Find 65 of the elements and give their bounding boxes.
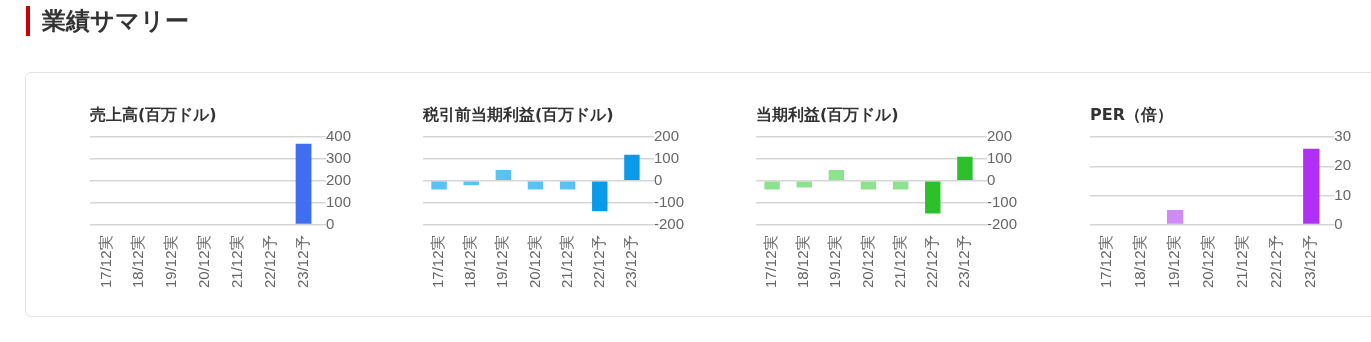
y-tick-label: 100 — [325, 192, 351, 210]
bar — [796, 181, 812, 188]
x-tick-label: 17/12実 — [1097, 235, 1115, 289]
x-tick-label: 22/12予 — [1267, 235, 1285, 289]
bar — [957, 156, 973, 181]
bar — [495, 169, 512, 181]
bar — [892, 181, 909, 190]
bar — [559, 181, 576, 190]
bar — [431, 181, 447, 190]
x-tick-label: 19/12実 — [826, 235, 844, 289]
x-tick-label: 23/12予 — [622, 235, 640, 289]
y-tick-label: 300 — [325, 149, 351, 167]
bar — [592, 181, 608, 212]
x-tick-label: 23/12予 — [955, 235, 973, 289]
x-tick-label: 21/12実 — [890, 235, 908, 289]
y-tick-label: 0 — [653, 170, 663, 188]
x-tick-label: 22/12予 — [260, 235, 278, 289]
bar — [527, 181, 544, 190]
x-tick-label: 17/12実 — [762, 235, 780, 289]
y-tick-label: 100 — [653, 149, 680, 167]
chart-title: 税引前当期利益(百万ドル) — [422, 104, 614, 124]
y-tick-label: -200 — [653, 214, 685, 232]
x-tick-label: 18/12実 — [1131, 235, 1149, 289]
x-tick-label: 23/12予 — [1301, 235, 1319, 289]
bar — [764, 181, 780, 190]
y-tick-label: 0 — [986, 170, 996, 188]
y-tick-label: -100 — [986, 192, 1018, 210]
x-tick-label: 22/12予 — [589, 235, 607, 289]
text: 業績サマリー — [26, 6, 189, 36]
x-tick-label: 21/12実 — [1233, 235, 1251, 289]
x-tick-label: 19/12実 — [1165, 235, 1183, 289]
x-tick-label: 17/12実 — [96, 235, 114, 289]
y-tick-label: 20 — [1334, 156, 1351, 174]
chart-title: 当期利益(百万ドル) — [756, 104, 899, 124]
x-tick-label: 19/12実 — [493, 235, 511, 289]
y-tick-label: -200 — [986, 214, 1018, 232]
y-tick-label: 200 — [986, 127, 1013, 145]
chart-title: 売上高(百万ドル) — [90, 104, 217, 124]
x-tick-label: 18/12実 — [461, 235, 479, 289]
y-tick-label: 30 — [1334, 127, 1351, 145]
x-tick-label: 21/12実 — [557, 235, 575, 289]
y-tick-label: 400 — [325, 127, 351, 145]
x-tick-label: 20/12実 — [195, 235, 213, 289]
x-tick-label: 18/12実 — [794, 235, 812, 289]
bar — [925, 181, 941, 214]
x-tick-label: 17/12実 — [429, 235, 447, 289]
y-tick-label: 10 — [1334, 185, 1351, 203]
y-tick-label: 200 — [325, 170, 351, 188]
x-tick-label: 23/12予 — [293, 235, 311, 289]
x-tick-label: 22/12予 — [922, 235, 940, 289]
y-tick-label: 200 — [653, 127, 680, 145]
x-tick-label: 18/12実 — [129, 235, 147, 289]
bar — [624, 154, 640, 181]
chart-title: PER（倍） — [1090, 104, 1173, 124]
x-tick-label: 20/12実 — [1199, 235, 1217, 289]
y-tick-label: 0 — [325, 214, 335, 232]
x-tick-label: 19/12実 — [162, 235, 180, 289]
bar — [828, 169, 845, 181]
x-tick-label: 20/12実 — [858, 235, 876, 289]
y-tick-label: 0 — [1334, 214, 1343, 232]
bar — [860, 181, 877, 190]
y-tick-label: -100 — [653, 192, 685, 210]
y-tick-label: 100 — [986, 149, 1013, 167]
x-tick-label: 21/12実 — [227, 235, 245, 289]
x-tick-label: 20/12実 — [525, 235, 543, 289]
